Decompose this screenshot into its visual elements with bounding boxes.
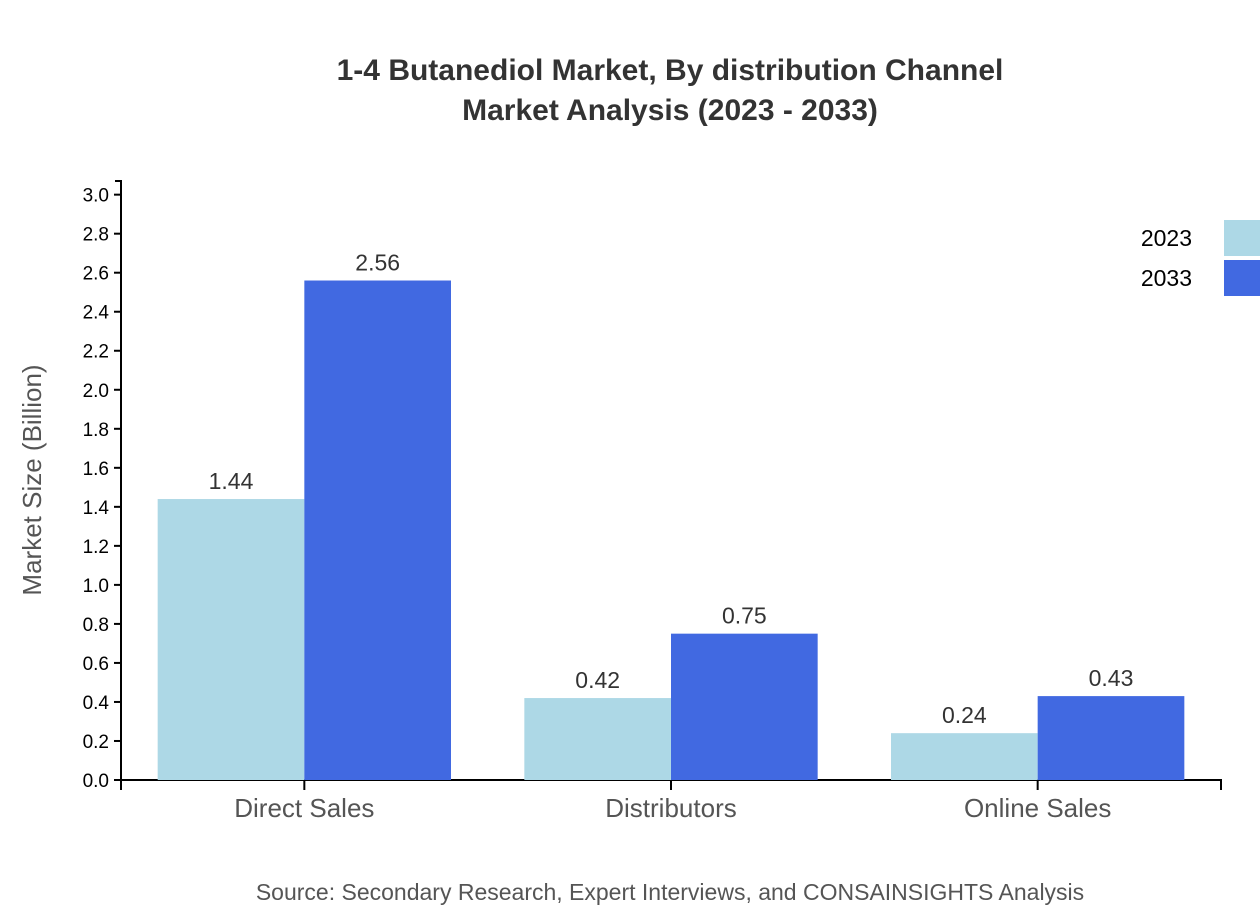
bars: 1.44 2.56 0.42 0.75 0.24 0.43 <box>157 250 1185 780</box>
data-label: 0.75 <box>722 603 767 629</box>
y-tick-label: 1.2 <box>83 537 109 558</box>
y-tick-label: 3.0 <box>83 186 109 207</box>
chart-title-line-2: Market Analysis (2023 - 2033) <box>462 94 878 127</box>
y-tick-label: 2.4 <box>83 303 110 324</box>
y-tick-label: 2.0 <box>83 381 109 402</box>
data-label: 0.42 <box>575 667 620 693</box>
data-label: 0.43 <box>1089 665 1134 691</box>
x-axis: Direct Sales Distributors Online Sales <box>120 779 1222 823</box>
legend-label: 2023 <box>1141 225 1192 251</box>
x-tick-label: Distributors <box>605 793 736 823</box>
y-tick-label: 1.6 <box>83 459 109 480</box>
chart-title-line-1: 1-4 Butanediol Market, By distribution C… <box>337 54 1004 87</box>
bar-2023 <box>891 733 1038 780</box>
bar-2023 <box>524 698 671 780</box>
y-tick-label: 2.8 <box>83 225 109 246</box>
y-axis-line <box>115 180 122 781</box>
source-note: Source: Secondary Research, Expert Inter… <box>256 879 1084 905</box>
y-tick-label: 0.0 <box>83 771 109 792</box>
y-tick-label: 0.8 <box>83 615 109 636</box>
y-tick-label: 1.4 <box>83 498 110 519</box>
legend-label: 2033 <box>1141 265 1192 291</box>
x-tick-label: Online Sales <box>964 793 1111 823</box>
bar-2033 <box>1037 696 1185 780</box>
y-tick-label: 0.6 <box>83 654 109 675</box>
data-label: 2.56 <box>355 250 400 276</box>
y-tick-label: 2.2 <box>83 342 109 363</box>
legend-swatch <box>1224 220 1260 256</box>
x-tick-label: Direct Sales <box>234 793 374 823</box>
y-axis: 0.0 0.2 0.4 0.6 0.8 1.0 1.2 1.4 1.6 1.8 2.0 2.2 2.4 2… <box>83 180 122 792</box>
data-label: 0.24 <box>942 702 987 728</box>
legend: 2023 2033 <box>1141 220 1260 296</box>
bar-2033 <box>304 280 451 780</box>
y-tick-label: 1.8 <box>83 420 109 441</box>
y-tick-label: 0.4 <box>83 693 110 714</box>
y-tick-label: 0.2 <box>83 732 109 753</box>
y-axis-label: Market Size (Billion) <box>17 364 47 595</box>
legend-swatch <box>1224 260 1260 296</box>
y-tick-label: 1.0 <box>83 576 109 597</box>
data-label: 1.44 <box>209 468 254 494</box>
bar-2033 <box>671 633 818 780</box>
y-tick-label: 2.6 <box>83 264 109 285</box>
bar-2023 <box>157 499 305 780</box>
